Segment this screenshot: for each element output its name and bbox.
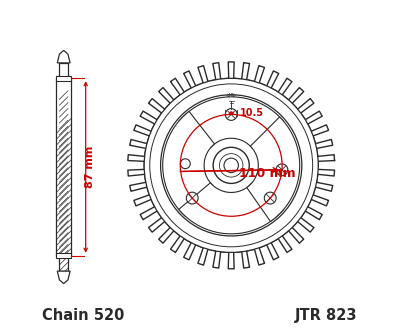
- Polygon shape: [179, 97, 284, 148]
- Circle shape: [213, 147, 249, 183]
- Polygon shape: [57, 271, 70, 284]
- Polygon shape: [56, 76, 71, 81]
- Circle shape: [180, 159, 190, 169]
- Text: 10.5: 10.5: [240, 108, 264, 118]
- Text: JTR 823: JTR 823: [295, 308, 358, 323]
- Circle shape: [225, 109, 237, 120]
- Circle shape: [186, 192, 198, 204]
- Text: 110 mm: 110 mm: [240, 167, 296, 180]
- Polygon shape: [179, 183, 284, 234]
- Polygon shape: [57, 50, 70, 63]
- Circle shape: [160, 95, 302, 236]
- Polygon shape: [128, 62, 334, 269]
- Polygon shape: [56, 78, 71, 256]
- Circle shape: [264, 192, 276, 204]
- Circle shape: [144, 78, 318, 253]
- Polygon shape: [247, 117, 300, 221]
- Polygon shape: [163, 111, 214, 216]
- Polygon shape: [56, 253, 71, 258]
- Circle shape: [224, 158, 238, 173]
- Text: 87 mm: 87 mm: [85, 146, 95, 188]
- Circle shape: [276, 164, 288, 176]
- Polygon shape: [60, 63, 68, 271]
- Text: Chain 520: Chain 520: [42, 308, 125, 323]
